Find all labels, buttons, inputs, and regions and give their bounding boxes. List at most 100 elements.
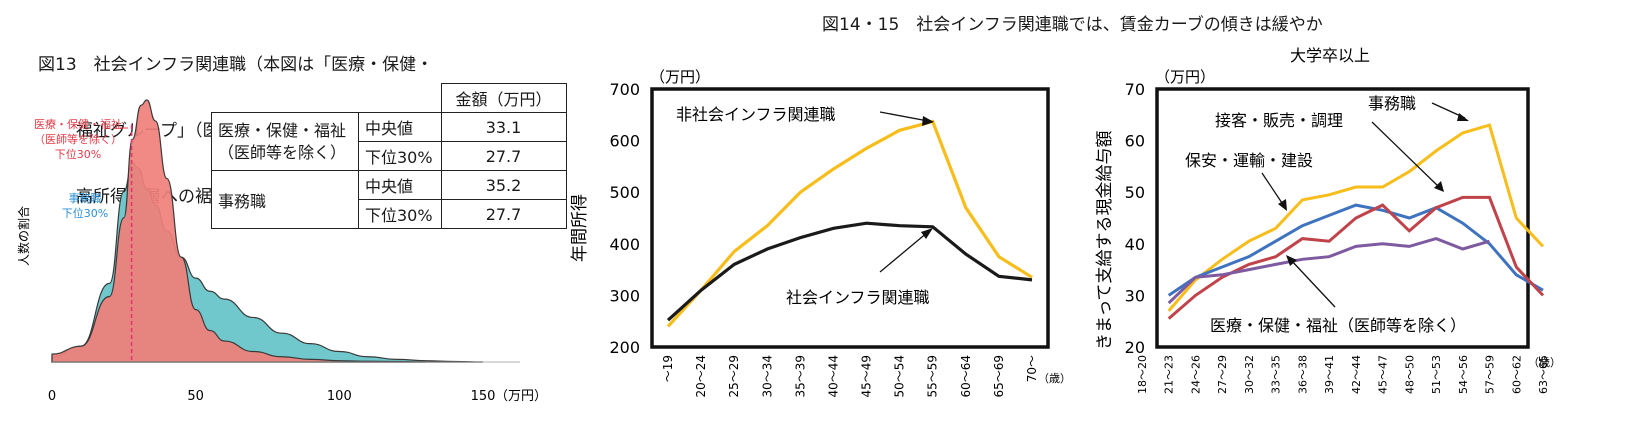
fig14-y-unit: （万円）: [650, 68, 710, 86]
x-tick-label: 30～34: [760, 355, 774, 398]
x-tick-label: 0: [48, 389, 56, 404]
x-tick-label: 33～35: [1270, 355, 1283, 394]
x-tick-label: 55～59: [926, 355, 940, 398]
group-medical-line1: 医療・保健・福祉: [218, 120, 347, 140]
x-tick-label: 60～64: [959, 355, 973, 398]
svg-text:医療・保健・福祉: 医療・保健・福祉: [34, 117, 122, 131]
fig14-x-unit: （歳）: [1038, 372, 1071, 385]
x-tick-label: 45～49: [860, 355, 874, 398]
x-tick-label: 35～39: [793, 355, 807, 398]
arrowhead-service-sales: [1434, 181, 1444, 192]
line-security-transport: [1167, 203, 1544, 297]
low30-label: 下位30%: [358, 199, 442, 229]
x-tick-label: 24～26: [1189, 355, 1202, 394]
line-medical: [1167, 237, 1490, 305]
svg-text:下位30%: 下位30%: [55, 147, 101, 161]
median-label: 中央値: [358, 170, 442, 200]
x-tick-label: 65～69: [992, 355, 1006, 398]
arrowhead-non-infra: [922, 116, 934, 126]
y-tick-label: 70: [1125, 80, 1145, 99]
fig14-title: 図14・15 社会インフラ関連職では、賃金カーブの傾きは緩やか: [822, 15, 1323, 35]
y-tick-label: 600: [609, 132, 640, 151]
arrowhead-infra: [921, 228, 933, 239]
legend-medical-low30: 医療・保健・福祉 （医師等を除く） 下位30%: [34, 117, 122, 161]
y-tick-label: 400: [609, 235, 640, 254]
arrow-medical: [1289, 258, 1336, 308]
fig14-x-tick-labels: ～19 20～24 25～29 30～34 35～39 40～44 45～49 50～54 55…: [661, 355, 1039, 398]
fig13-density-chart: 0 50 100 150 （万円） 人数の割合 医療・保健・福祉 （医師等を除く） 下…: [16, 99, 547, 404]
x-tick-label: 70～: [1025, 355, 1039, 382]
y-tick-label: 500: [609, 183, 640, 202]
line-non-infra: [666, 119, 1033, 328]
arrow-service-sales: [1371, 121, 1441, 189]
fig15-y-tick-labels: 20 30 40 50 60 70: [1125, 80, 1145, 357]
fig14-y-label: 年間所得: [570, 194, 590, 262]
arrow-non-infra: [879, 111, 929, 122]
arrow-infra: [879, 231, 929, 273]
arrowhead-office: [1457, 113, 1469, 121]
x-tick-label: 150: [471, 389, 496, 404]
arrowhead-medical: [1286, 255, 1297, 266]
fig14-line-chart: 200 300 400 500 600 700 ～19 20～24 25～29 30～34 35～…: [570, 68, 1071, 398]
x-tick-label: 45～47: [1377, 355, 1390, 394]
label-non-infra: 非社会インフラ関連職: [676, 105, 836, 124]
x-tick-label: 30～32: [1243, 355, 1256, 394]
label-office: 事務職: [1368, 94, 1416, 113]
fig15-x-unit: （歳）: [1528, 356, 1561, 369]
y-tick-label: 20: [1125, 338, 1145, 357]
fig14-y-tick-labels: 200 300 400 500 600 700: [609, 80, 640, 357]
y-tick-label: 30: [1125, 286, 1145, 305]
y-tick-label: 200: [609, 338, 640, 357]
x-tick-label: 48～50: [1403, 355, 1416, 394]
y-tick-label: 40: [1125, 235, 1145, 254]
low30-label: 下位30%: [358, 141, 442, 171]
table-row: 医療・保健・福祉 （医師等を除く） 中央値 33.1: [211, 112, 567, 171]
x-tick-label: 18～20: [1136, 355, 1149, 394]
label-service-sales: 接客・販売・調理: [1215, 111, 1343, 130]
x-tick-label: 50: [187, 389, 204, 404]
medical-median-value: 33.1: [440, 112, 567, 142]
x-tick-label: 21～23: [1163, 355, 1176, 394]
y-tick-label: 50: [1125, 183, 1145, 202]
x-tick-label: 54～56: [1457, 355, 1470, 394]
x-tick-label: 63～65: [1537, 355, 1550, 394]
fig15-x-tick-labels: 18～20 21～23 24～26 27～29 30～32 33～35 36～38 39～41…: [1136, 355, 1550, 394]
label-security-transport: 保安・運輸・建設: [1185, 151, 1313, 170]
table-row: 下位30% 27.7: [212, 199, 567, 229]
label-medical: 医療・保健・福祉（医師等を除く）: [1210, 316, 1466, 335]
fig15-y-unit: （万円）: [1155, 68, 1215, 86]
line-infra: [666, 221, 1033, 322]
median-label: 中央値: [358, 112, 442, 142]
office-median-value: 35.2: [440, 170, 567, 200]
x-tick-label: 25～29: [727, 355, 741, 398]
office-low30-value: 27.7: [440, 199, 567, 229]
x-tick-label: 20～24: [694, 355, 708, 398]
fig13-y-label: 人数の割合: [16, 206, 31, 266]
y-tick-label: 700: [609, 80, 640, 99]
svg-text:（医師等を除く）: （医師等を除く）: [34, 132, 122, 146]
x-tick-label: 36～38: [1296, 355, 1309, 394]
x-tick-label: 27～29: [1216, 355, 1229, 394]
fig13-x-tick-labels: 0 50 100 150: [48, 389, 496, 404]
table-row: 事務職 中央値 35.2: [211, 170, 567, 229]
fig14-plot-frame: [650, 87, 1050, 349]
x-tick-label: 51～53: [1430, 355, 1443, 394]
table-row: 下位30% 27.7: [212, 141, 567, 171]
fig15-line-chart: 大学卒以上 20 30 40 50 60 70 18～20 21～23 24～26 27～29 3…: [1095, 46, 1561, 394]
table-header-row: 金額（万円）: [211, 83, 567, 113]
density-area-medical: [51, 99, 426, 363]
group-office: 事務職: [211, 170, 359, 229]
y-tick-label: 300: [609, 286, 640, 305]
x-tick-label: 39～41: [1323, 355, 1336, 394]
x-tick-label: 40～44: [826, 355, 840, 398]
fig15-title: 大学卒以上: [1290, 46, 1370, 65]
fig13-x-unit: （万円）: [495, 389, 547, 404]
x-tick-label: 42～44: [1350, 355, 1363, 394]
fig13-stats-table: 金額（万円） 医療・保健・福祉 （医師等を除く） 中央値 33.1 下位30% …: [211, 83, 567, 229]
x-tick-label: ～19: [661, 355, 675, 382]
arrow-security-transport: [1261, 172, 1285, 207]
line-office: [1167, 123, 1545, 312]
fig15-plot-frame: [1155, 87, 1530, 349]
medical-low30-value: 27.7: [440, 141, 567, 171]
